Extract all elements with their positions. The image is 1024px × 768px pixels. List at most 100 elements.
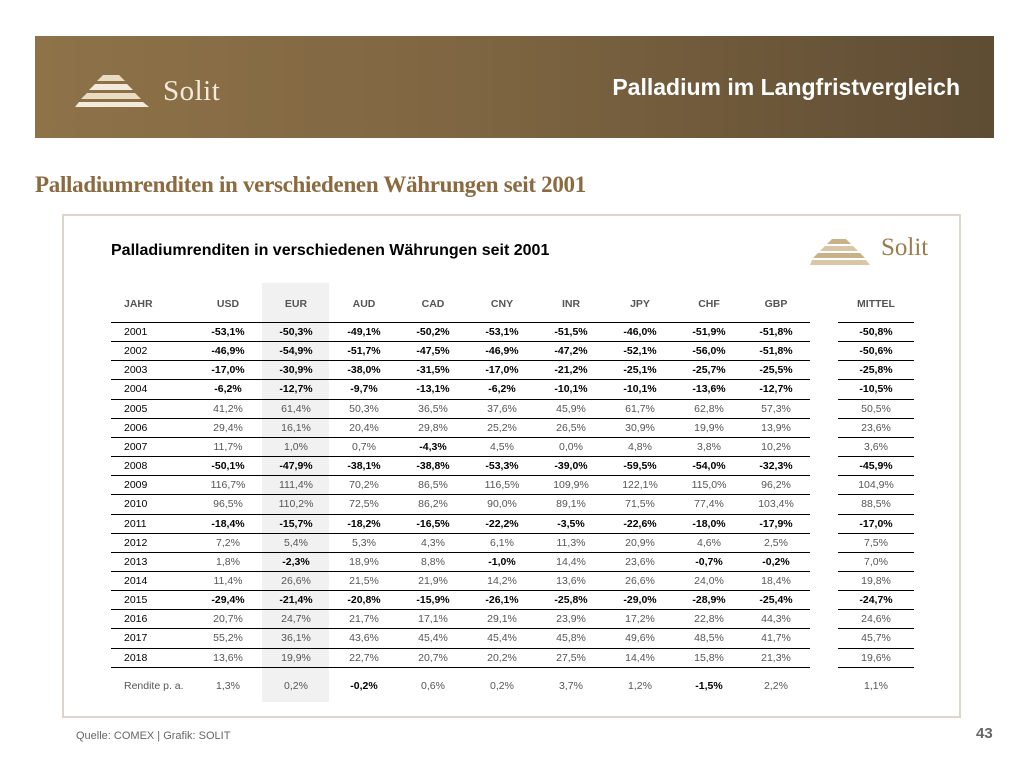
- table-cell: -50,6%: [859, 345, 893, 358]
- table-cell: 8,8%: [421, 555, 445, 568]
- table-cell: 4,5%: [490, 440, 514, 453]
- table-cell: 29,1%: [487, 613, 517, 626]
- summary-cell: 0,6%: [421, 679, 445, 692]
- row-divider-mittel: [838, 628, 914, 630]
- row-divider: [111, 417, 810, 419]
- row-divider: [111, 532, 810, 534]
- row-divider: [111, 360, 810, 362]
- table-cell: 24,0%: [694, 574, 724, 587]
- table-cell: 86,5%: [418, 479, 448, 492]
- table-cell: -51,8%: [759, 326, 793, 338]
- table-cell: -21,2%: [554, 364, 588, 377]
- table-cell: 21,9%: [418, 574, 448, 587]
- row-year: 2017: [124, 632, 148, 645]
- table-cell: -10,5%: [859, 383, 893, 396]
- table-cell: -18,0%: [692, 517, 726, 530]
- table-cell: -6,2%: [488, 383, 516, 396]
- table-cell: 11,3%: [556, 536, 586, 549]
- table-cell: 7,5%: [864, 536, 888, 549]
- row-divider: [111, 436, 810, 438]
- table-cell: 45,7%: [861, 632, 891, 645]
- table-cell: -52,1%: [623, 345, 657, 358]
- row-divider-mittel: [838, 322, 914, 323]
- table-cell: 13,9%: [761, 421, 791, 434]
- row-divider-mittel: [838, 456, 914, 458]
- table-cell: 86,2%: [418, 498, 448, 511]
- table-cell: 49,6%: [625, 632, 655, 645]
- table-cell: 41,7%: [761, 632, 791, 645]
- table-title: Palladiumrenditen in verschiedenen Währu…: [111, 242, 550, 259]
- table-cell: 21,5%: [349, 574, 379, 587]
- table-cell: -54,9%: [279, 345, 313, 358]
- table-cell: 21,3%: [761, 651, 791, 664]
- table-cell: 96,2%: [761, 479, 791, 492]
- table-cell: 20,9%: [625, 536, 655, 549]
- column-header-cad: CAD: [421, 298, 445, 310]
- table-cell: -28,9%: [692, 594, 726, 607]
- table-cell: -1,0%: [488, 555, 516, 568]
- column-header-cny: CNY: [490, 298, 514, 310]
- table-cell: 48,5%: [694, 632, 724, 645]
- row-divider: [111, 590, 810, 592]
- table-cell: 29,4%: [213, 421, 243, 434]
- column-header-mittel: MITTEL: [857, 298, 895, 310]
- table-cell: 4,6%: [697, 536, 721, 549]
- table-cell: 26,6%: [281, 574, 311, 587]
- table-cell: -17,0%: [211, 364, 245, 377]
- table-cell: -30,9%: [279, 364, 313, 377]
- row-divider-mittel: [838, 609, 914, 611]
- table-cell: -47,9%: [279, 460, 313, 473]
- row-divider: [111, 570, 810, 572]
- summary-cell: 2,2%: [764, 679, 788, 692]
- table-cell: -25,8%: [554, 594, 588, 607]
- table-cell: -59,5%: [623, 460, 657, 473]
- row-divider: [111, 628, 810, 630]
- table-cell: -50,8%: [859, 326, 893, 338]
- table-cell: 27,5%: [556, 651, 586, 664]
- table-cell: -0,7%: [695, 555, 723, 568]
- table-cell: -45,9%: [859, 460, 893, 473]
- table-cell: 2,5%: [764, 536, 788, 549]
- table-cell: -51,7%: [347, 345, 381, 358]
- table-cell: 90,0%: [487, 498, 517, 511]
- column-header-inr: INR: [561, 298, 581, 310]
- table-cell: -25,8%: [859, 364, 893, 377]
- column-header-chf: CHF: [698, 298, 720, 310]
- table-cell: 14,2%: [487, 574, 517, 587]
- table-cell: 10,2%: [761, 440, 791, 453]
- row-divider-mittel: [838, 570, 914, 572]
- row-divider: [111, 341, 810, 343]
- solit-logo: Solit: [75, 71, 275, 111]
- row-year: 2006: [124, 421, 148, 434]
- table-cell: -54,0%: [692, 460, 726, 473]
- table-cell: -20,8%: [347, 594, 381, 607]
- row-divider-mittel: [838, 417, 914, 419]
- table-cell: 88,5%: [861, 498, 891, 511]
- table-cell: 0,7%: [352, 440, 376, 453]
- row-divider: [111, 475, 810, 477]
- table-cell: 103,4%: [758, 498, 794, 511]
- column-header-aud: AUD: [352, 298, 376, 310]
- summary-cell: 3,7%: [559, 679, 583, 692]
- table-cell: 89,1%: [556, 498, 586, 511]
- table-cell: 17,1%: [418, 613, 448, 626]
- row-year: 2003: [124, 364, 148, 377]
- row-year: 2014: [124, 574, 148, 587]
- table-cell: 25,2%: [487, 421, 517, 434]
- row-year: 2009: [124, 479, 148, 492]
- table-cell: 18,4%: [761, 574, 791, 587]
- column-header-jpy: JPY: [630, 298, 650, 310]
- table-cell: 61,7%: [625, 402, 655, 415]
- table-solit-logo: Solit: [810, 234, 950, 270]
- table-cell: -53,1%: [485, 326, 519, 338]
- table-cell: 104,9%: [858, 479, 894, 492]
- table-cell: 110,2%: [278, 498, 314, 511]
- row-year: 2001: [124, 326, 148, 338]
- table-cell: 36,5%: [418, 402, 448, 415]
- table-cell: 13,6%: [556, 574, 586, 587]
- table-cell: 21,7%: [349, 613, 379, 626]
- eur-column-highlight: [262, 283, 329, 702]
- table-cell: 23,6%: [861, 421, 891, 434]
- table-cell: -38,0%: [347, 364, 381, 377]
- table-cell: -49,1%: [347, 326, 381, 338]
